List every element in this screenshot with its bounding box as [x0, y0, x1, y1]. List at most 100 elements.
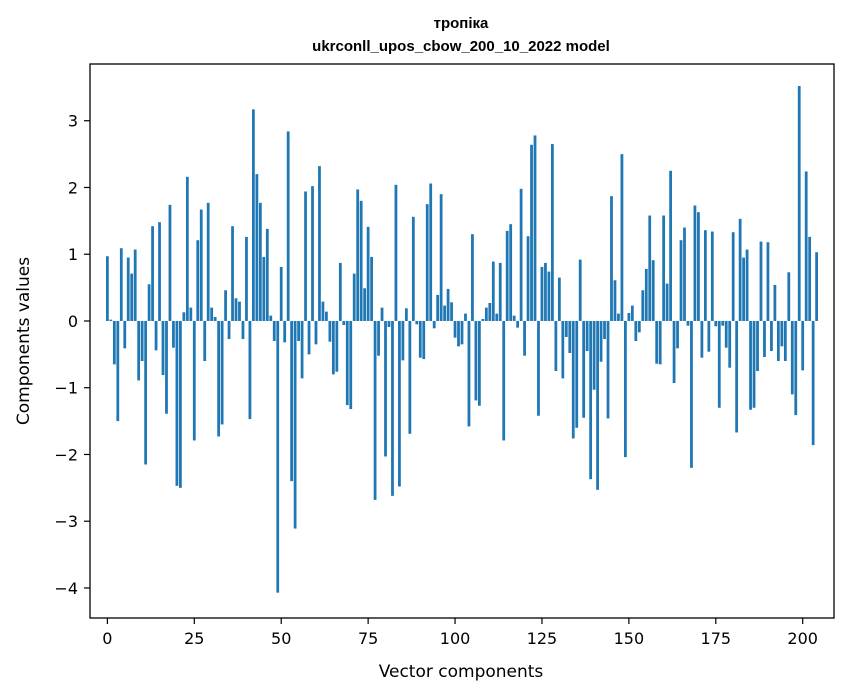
bar-172 — [703, 230, 707, 321]
bar-8 — [133, 249, 137, 321]
y-tick-label: −3 — [54, 512, 78, 531]
bar-156 — [648, 215, 652, 321]
bar-107 — [477, 320, 481, 406]
bar-47 — [269, 315, 273, 321]
bar-134 — [571, 320, 575, 439]
bar-193 — [776, 320, 780, 362]
bar-27 — [199, 209, 203, 321]
bar-187 — [756, 320, 759, 372]
bar-30 — [210, 307, 214, 321]
y-tick-label: −2 — [54, 445, 78, 464]
bar-119 — [519, 188, 523, 321]
bar-177 — [721, 320, 725, 326]
bar-94 — [432, 320, 436, 329]
bar-194 — [780, 320, 784, 347]
bar-111 — [491, 261, 495, 321]
x-tick-label: 150 — [614, 629, 645, 648]
bar-191 — [770, 320, 773, 352]
bar-79 — [380, 307, 384, 321]
bar-83 — [394, 184, 398, 321]
bar-7 — [130, 273, 134, 321]
bar-17 — [165, 320, 168, 414]
bar-138 — [585, 320, 589, 352]
bar-116 — [509, 224, 513, 321]
bar-204 — [815, 252, 819, 321]
bar-108 — [481, 318, 485, 321]
bar-175 — [714, 320, 718, 327]
bar-35 — [227, 320, 231, 339]
bar-51 — [283, 320, 287, 343]
x-tick-label: 200 — [787, 629, 818, 648]
bar-73 — [359, 200, 363, 321]
bar-118 — [516, 320, 520, 328]
bar-141 — [596, 320, 599, 490]
bar-19 — [172, 320, 175, 348]
bar-23 — [185, 176, 189, 321]
x-tick-label: 75 — [358, 629, 378, 648]
bar-29 — [206, 202, 210, 321]
bar-26 — [196, 240, 200, 321]
bar-154 — [641, 290, 645, 321]
y-tick-label: −4 — [54, 579, 78, 598]
bar-164 — [676, 320, 679, 349]
bar-182 — [738, 218, 742, 321]
bar-33 — [220, 320, 224, 425]
bar-117 — [512, 315, 516, 321]
bar-201 — [804, 171, 808, 321]
bar-174 — [710, 231, 714, 321]
bar-127 — [547, 271, 551, 321]
bar-1 — [109, 319, 113, 321]
bar-39 — [241, 320, 245, 339]
bar-146 — [613, 280, 617, 321]
bar-120 — [523, 320, 526, 356]
bar-31 — [213, 316, 217, 321]
bar-100 — [453, 320, 457, 338]
bar-71 — [352, 273, 356, 321]
bar-18 — [168, 204, 172, 321]
bar-48 — [272, 320, 276, 341]
bar-132 — [564, 320, 568, 337]
bar-123 — [533, 135, 537, 321]
bar-152 — [634, 320, 638, 341]
bar-165 — [679, 240, 683, 321]
bar-89 — [415, 320, 419, 325]
bar-178 — [724, 320, 728, 348]
bar-46 — [265, 228, 269, 321]
bar-151 — [630, 305, 634, 321]
x-tick-label: 175 — [701, 629, 732, 648]
bar-202 — [808, 236, 812, 321]
bar-113 — [498, 262, 502, 321]
plot-frame — [89, 63, 835, 619]
bar-68 — [342, 320, 346, 325]
bar-160 — [662, 215, 666, 321]
bar-140 — [592, 320, 596, 390]
bar-70 — [349, 320, 353, 410]
bar-61 — [318, 166, 321, 321]
bar-88 — [411, 216, 415, 321]
bar-144 — [606, 320, 610, 419]
bar-45 — [262, 256, 266, 321]
bar-169 — [693, 205, 697, 321]
bar-74 — [363, 288, 367, 321]
bar-153 — [637, 320, 641, 333]
bar-162 — [669, 170, 672, 321]
bar-87 — [408, 320, 412, 434]
chart-subtitle: ukrconll_upos_cbow_200_10_2022 model — [312, 38, 610, 55]
bar-82 — [391, 320, 394, 496]
bar-167 — [686, 320, 690, 326]
y-axis-label: Components values — [14, 257, 34, 425]
bar-168 — [690, 320, 693, 468]
bar-143 — [603, 320, 606, 339]
bar-161 — [665, 283, 669, 321]
bar-58 — [307, 320, 311, 355]
bar-3 — [116, 320, 120, 422]
bar-163 — [672, 320, 676, 384]
bar-85 — [401, 320, 405, 361]
bar-103 — [464, 313, 467, 321]
bar-72 — [356, 189, 360, 321]
bar-133 — [568, 320, 572, 354]
bar-50 — [279, 266, 283, 321]
bar-145 — [610, 196, 613, 321]
bar-59 — [311, 186, 314, 321]
